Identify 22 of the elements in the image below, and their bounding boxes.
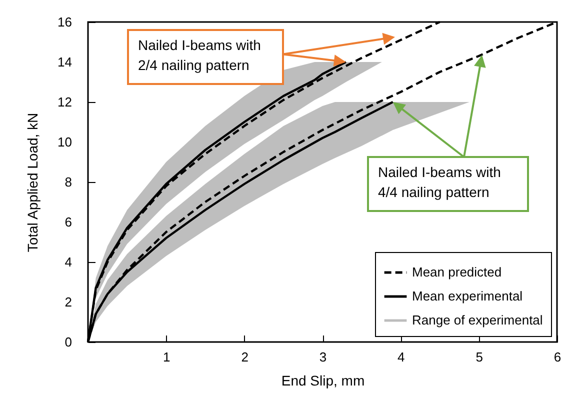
x-tick-label: 6 [554, 350, 562, 364]
annotation: Nailed I-beams with 2/4 nailing pattern [138, 37, 261, 73]
annotation: Range of experimental [412, 312, 543, 328]
x-tick-label: 1 [163, 350, 170, 364]
x-tick-label: 5 [476, 350, 483, 364]
y-tick-label: 0 [64, 334, 72, 350]
y-tick-label: 16 [58, 14, 72, 30]
y-tick-label: 12 [58, 94, 72, 110]
y-tick-label: 14 [58, 54, 72, 70]
y-axis-title: Total Applied Load, kN [24, 112, 40, 252]
legend-label: Mean experimental [412, 288, 523, 304]
legend-label: Mean predicted [412, 264, 502, 280]
x-tick-label: 3 [319, 350, 327, 364]
x-tick-label: 4 [398, 350, 405, 364]
y-tick-label: 8 [64, 174, 72, 190]
y-tick-label: 6 [64, 214, 72, 230]
y-tick-label: 10 [58, 134, 72, 150]
x-axis-title: End Slip, mm [281, 372, 365, 388]
y-tick-label: 4 [64, 254, 72, 270]
annotation: Nailed I-beams with 4/4 nailing pattern [378, 164, 501, 200]
x-tick-label: 2 [241, 350, 248, 364]
y-tick-label: 2 [64, 294, 72, 310]
